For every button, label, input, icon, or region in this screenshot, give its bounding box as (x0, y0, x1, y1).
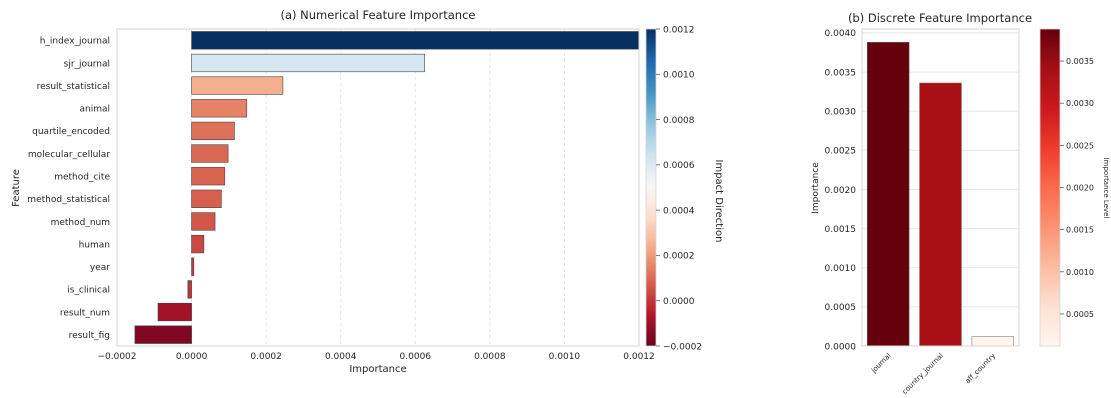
panel-b-ytick-label: 0.0035 (825, 68, 857, 78)
panel-a-colorbar-tick-label: 0.0012 (663, 25, 695, 35)
panel-a-colorbar-ticks: −0.0002 0.0000 0.0002 0.0004 0.0006 0.0008 0.0… (656, 25, 702, 352)
panel-a-bar (191, 167, 226, 186)
panel-b-ytick-label: 0.0000 (825, 342, 857, 352)
panel-a-ytick-label: h_index_journal (40, 37, 110, 47)
panel-b-colorbar-label: Importance Level (1102, 158, 1110, 219)
panel-a-xtick-label: 0.0006 (400, 352, 432, 362)
panel-b-ytick-label: 0.0005 (825, 303, 857, 313)
panel-b: (b) Discrete Feature Importance 0.00000.… (811, 11, 1110, 396)
panel-b-colorbar-tick-label: 0.0005 (1066, 310, 1094, 319)
panel-b-colorbar-tick-label: 0.0035 (1066, 57, 1094, 66)
panel-a-ytick-label: result_num (60, 308, 110, 318)
panel-b-ytick-label: 0.0010 (825, 264, 857, 274)
panel-b-colorbar-tick-label: 0.0025 (1066, 141, 1094, 150)
panel-a-bar (191, 212, 216, 231)
panel-a-ytick-label: method_num (51, 218, 110, 228)
panel-a-bar (191, 257, 195, 276)
panel-b-colorbar-ticks: 0.0005 0.0010 0.0015 0.0020 0.0025 0.0030 0.00… (1060, 57, 1094, 319)
panel-b-ytick-label: 0.0025 (825, 147, 857, 157)
panel-a-colorbar-label: Impact Direction (713, 160, 724, 243)
panel-a-ylabel: Feature (11, 169, 22, 207)
panel-a-bar (191, 31, 640, 50)
panel-a-bar (134, 325, 192, 344)
panel-a-colorbar-tick-label: 0.0010 (663, 71, 695, 81)
panel-b-ytick-label: 0.0015 (825, 225, 857, 235)
panel-a-colorbar-tick-label: 0.0006 (663, 161, 695, 171)
panel-a-ytick-label: human (79, 240, 110, 250)
panel-a-colorbar-tick-label: −0.0002 (663, 342, 702, 352)
panel-a-bar (157, 302, 192, 322)
panel-b-title: (b) Discrete Feature Importance (848, 11, 1032, 25)
panel-a-ytick-label: is_clinical (67, 286, 110, 296)
panel-a-ytick-label: result_fig (69, 331, 110, 341)
panel-b-colorbar-tick-label: 0.0015 (1066, 226, 1094, 235)
panel-b-bar (919, 82, 962, 347)
panel-b-xtick-label: country_journal (901, 352, 945, 396)
panel-a-xtick-label: 0.0012 (623, 352, 655, 362)
panel-b-xtick-label: aff_country (964, 352, 998, 386)
panel-b-ytick-label: 0.0030 (825, 107, 857, 117)
panel-a-xlabel: Importance (349, 364, 406, 375)
panel-a-colorbar-tick-label: 0.0002 (663, 252, 695, 262)
panel-b-colorbar-tick-label: 0.0020 (1066, 184, 1094, 193)
panel-a-frame (116, 28, 640, 347)
panel-b-ytick-labels: 0.0000 0.0005 0.0010 0.0015 0.0020 0.0025 0.00… (825, 29, 857, 352)
panel-a-xtick-label: 0.0004 (325, 352, 357, 362)
panel-a-title: (a) Numerical Feature Importance (280, 8, 475, 22)
panel-a-bar (191, 189, 222, 208)
panel-a-ytick-labels: h_index_journal sjr_journal result_statist… (27, 37, 110, 341)
panel-a-colorbar (645, 28, 657, 347)
panel-a-colorbar-tick-label: 0.0000 (663, 297, 695, 307)
panel-a-bar (191, 234, 205, 254)
panel-a-xtick-label: 0.0010 (549, 352, 581, 362)
panel-a-xtick-labels: −0.0002 0.0000 0.0002 0.0004 0.0006 0.0008 0.0… (97, 352, 654, 362)
panel-a-xtick-label: 0.0002 (250, 352, 282, 362)
panel-a-colorbar-tick-label: 0.0008 (663, 116, 695, 126)
panel-a: (a) Numerical Feature Importance h_index… (11, 8, 724, 375)
panel-b-ytick-label: 0.0040 (825, 29, 857, 39)
panel-a-bars (134, 31, 640, 344)
panel-b-ylabel: Importance (811, 162, 821, 214)
panel-a-colorbar-tick-label: 0.0004 (663, 206, 695, 216)
panel-a-ytick-label: animal (79, 105, 110, 115)
panel-b-ytick-label: 0.0020 (825, 186, 857, 196)
panel-a-xtick-label: 0.0000 (176, 352, 208, 362)
panel-b-colorbar (1039, 28, 1061, 347)
panel-b-bar (866, 42, 910, 347)
panel-a-ytick-label: method_statistical (27, 195, 110, 205)
panel-a-bar (191, 144, 229, 163)
panel-a-bar (191, 53, 425, 73)
panel-a-xtick-label: 0.0008 (474, 352, 506, 362)
panel-b-xtick-labels: journal country_journal aff_country (869, 352, 997, 396)
panel-a-xtick-label: −0.0002 (97, 352, 136, 362)
panel-a-bar (191, 99, 248, 118)
panel-a-ytick-label: method_cite (54, 172, 110, 182)
panel-b-bars (866, 42, 1015, 347)
panel-a-bar (191, 76, 284, 95)
panel-b-frame (861, 28, 1020, 347)
panel-a-ytick-label: year (90, 263, 110, 273)
panel-a-ytick-label: quartile_encoded (32, 127, 110, 137)
panel-b-bar (971, 336, 1015, 347)
panel-b-colorbar-tick-label: 0.0010 (1066, 268, 1094, 277)
panel-a-ytick-label: sjr_journal (64, 59, 110, 69)
panel-a-bar (191, 121, 235, 141)
panel-a-bar (187, 280, 192, 299)
panel-a-ytick-label: molecular_cellular (28, 150, 110, 160)
panel-b-xtick-label: journal (869, 352, 892, 375)
panel-a-ytick-label: result_statistical (37, 82, 110, 92)
panel-b-colorbar-tick-label: 0.0030 (1066, 99, 1094, 108)
